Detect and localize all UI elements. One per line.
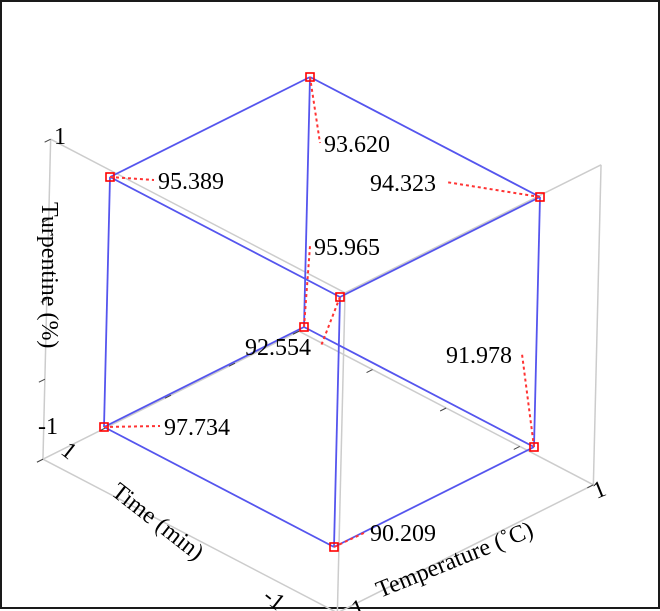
axis-tick-mark <box>44 138 51 143</box>
axis-box-edge <box>42 458 336 611</box>
data-value-label: 90.209 <box>370 521 436 547</box>
data-value-label: 92.554 <box>245 335 311 361</box>
y-tick-bottom: -1 <box>258 583 290 611</box>
data-value-label: 95.965 <box>314 235 380 261</box>
data-marker <box>299 322 309 332</box>
axis-box-edge <box>339 484 594 611</box>
leader-lines <box>103 76 541 548</box>
leader-line <box>309 76 321 144</box>
y-axis-label: Time (min) <box>106 478 208 566</box>
axis-tick-mark <box>40 298 48 303</box>
z-axis-label: Turpentine (%) <box>36 202 62 348</box>
data-marker <box>99 422 109 432</box>
cube-edge <box>339 196 541 298</box>
axis-tick-mark <box>366 369 373 374</box>
value-labels: 95.965 91.978 97.734 90.209 93.620 94.323 95.3… <box>158 132 512 547</box>
data-marker <box>529 442 539 452</box>
cube-edges <box>103 76 541 548</box>
cube-edge <box>109 176 341 298</box>
axis-tick-mark <box>38 378 46 383</box>
cube-edge <box>103 176 111 428</box>
axis-tick-mark <box>36 458 44 463</box>
data-value-label: 91.978 <box>446 343 512 369</box>
cube-edge <box>303 326 535 448</box>
data-marker <box>535 192 545 202</box>
data-marker <box>105 172 115 182</box>
leader-line <box>109 176 155 181</box>
cube-edge <box>109 76 311 178</box>
leader-line <box>445 181 541 198</box>
axis-tick-mark <box>292 330 300 335</box>
axis-box-edge <box>592 164 602 485</box>
axis-tick-mark <box>228 362 236 367</box>
axis-tick-mark <box>513 445 520 450</box>
cube-edge <box>309 76 541 198</box>
data-value-label: 94.323 <box>370 171 436 197</box>
leader-line <box>103 425 161 428</box>
axis-box-edge <box>336 292 346 611</box>
data-marker <box>329 542 339 552</box>
z-tick-top: 1 <box>54 124 66 150</box>
leader-line <box>521 353 535 448</box>
axis-tick-mark <box>587 484 594 489</box>
data-marker <box>305 72 315 82</box>
cube-edge <box>333 446 535 548</box>
cube-edge <box>303 76 311 328</box>
axis-box-edge <box>344 164 602 294</box>
axis-box <box>36 138 602 611</box>
leader-line <box>320 296 341 347</box>
x-tick-right: 1 <box>589 476 610 505</box>
data-marker <box>335 292 345 302</box>
axis-tick-mark <box>42 218 49 223</box>
data-markers <box>99 72 545 552</box>
data-value-label: 95.389 <box>158 169 224 195</box>
leader-line <box>303 245 311 328</box>
cube-edge <box>533 196 541 448</box>
z-tick-bottom: -1 <box>38 414 58 440</box>
axis-tick-mark <box>439 407 447 412</box>
cube-edge <box>333 296 341 548</box>
cube-edge <box>103 426 335 548</box>
data-value-label: 97.734 <box>164 415 230 441</box>
cube-edge <box>103 326 305 428</box>
data-value-label: 93.620 <box>324 132 390 158</box>
axis-box-edge <box>50 138 346 294</box>
axis-tick-mark <box>164 394 172 399</box>
